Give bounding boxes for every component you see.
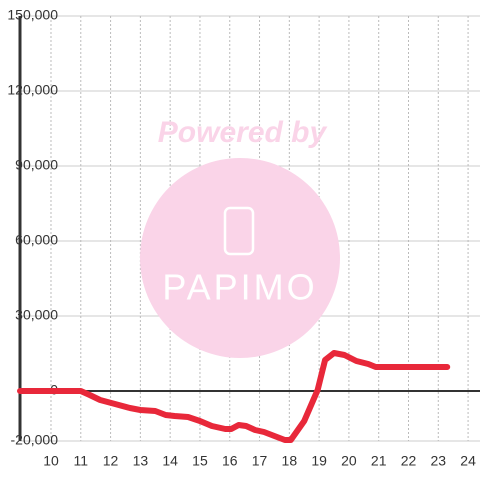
y-tick-label: 30,000: [15, 307, 58, 323]
watermark-circle: [140, 158, 340, 358]
watermark-text: Powered by: [158, 116, 328, 149]
watermark-icon: [223, 206, 255, 256]
x-tick-label: 23: [431, 453, 447, 469]
x-tick-label: 20: [341, 453, 357, 469]
x-tick-label: 14: [162, 453, 178, 469]
y-tick-label: 150,000: [7, 7, 58, 23]
y-tick-label: 90,000: [15, 157, 58, 173]
y-tick-label: 60,000: [15, 232, 58, 248]
y-tick-label: 120,000: [7, 82, 58, 98]
x-tick-label: 16: [222, 453, 238, 469]
data-line: [17, 350, 451, 443]
x-tick-label: 21: [371, 453, 387, 469]
x-tick-label: 15: [192, 453, 208, 469]
x-tick-label: 22: [401, 453, 417, 469]
watermark-text: PAPIMO: [162, 267, 317, 308]
y-tick-label: -20,000: [11, 432, 59, 448]
x-tick-label: 13: [133, 453, 149, 469]
x-tick-label: 11: [74, 453, 89, 469]
x-tick-label: 24: [460, 453, 476, 469]
x-tick-label: 18: [282, 453, 298, 469]
x-tick-label: 17: [252, 453, 268, 469]
x-tick-label: 19: [311, 453, 327, 469]
x-tick-label: 12: [103, 453, 119, 469]
x-tick-label: 10: [43, 453, 59, 469]
